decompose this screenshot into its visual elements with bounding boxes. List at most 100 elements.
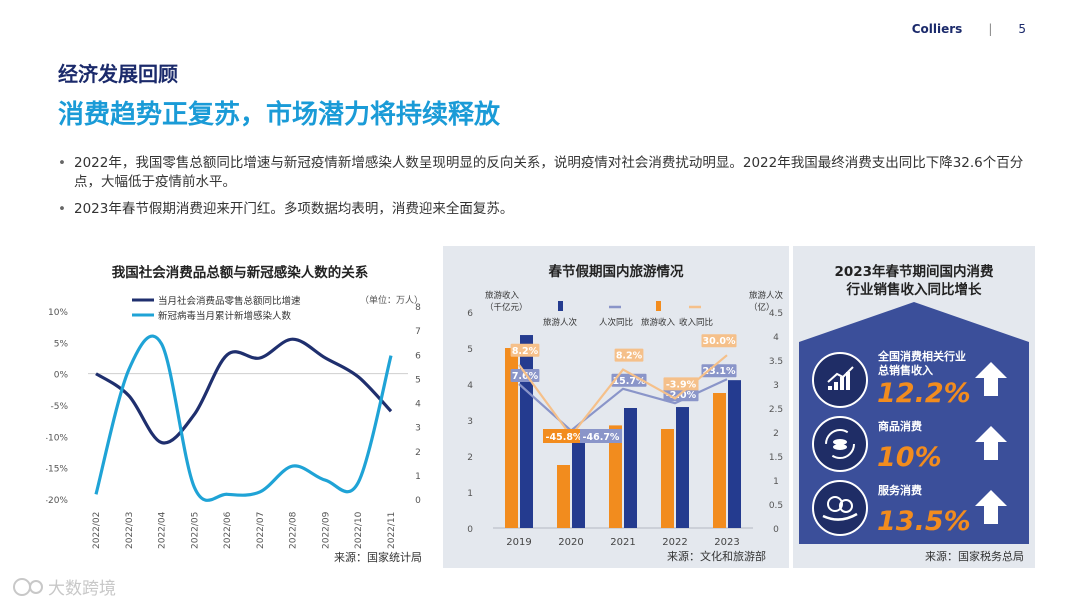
header-separator: | (988, 22, 993, 36)
chart2-bar-visits (520, 335, 533, 528)
icon-ring (825, 429, 855, 459)
chart2-left-axis-label: 旅游收入 (485, 290, 520, 301)
chart1-legend-label: 新冠病毒当月累计新增感染人数 (158, 310, 292, 322)
chart2-right-tick: 2.5 (769, 405, 783, 415)
brand-logo: Colliers (911, 22, 963, 36)
chart2-left-tick: 0 (467, 525, 473, 535)
icon-coin (839, 499, 853, 513)
chart3-item-value: 12.2% (877, 378, 971, 409)
chart3-title-line2: 行业销售收入同比增长 (846, 281, 982, 298)
chart2-data-label-bg (663, 377, 699, 391)
bullet-list: 2022年，我国零售总额同比增速与新冠疫情新增感染人数呈现明显的反向关系，说明疫… (56, 154, 1036, 227)
chart3-item-value: 13.5% (877, 506, 971, 537)
chart2-bar-visits (676, 407, 689, 528)
chart1-x-tick: 2022/06 (223, 511, 233, 549)
chart1-right-tick: 4 (415, 400, 421, 410)
chart2-right-axis-label: 旅游人次 (749, 290, 784, 301)
chart2-legend-swatch (656, 301, 661, 311)
chart1-svg: 10% 5% 0% -5% -10% -15% -20% 8 7 6 5 4 3 2 1 0 当月社会消费品零售… (46, 294, 423, 549)
chart1-x-tick: 2022/03 (125, 512, 135, 549)
chart2-bar-income (505, 348, 518, 528)
chart2-right-tick: 3 (773, 381, 779, 391)
chart2-bar-income (713, 393, 726, 528)
chart1-unit-note: （单位：万人） (360, 294, 423, 306)
bullet-item-2: 2023年春节假期消费迎来开门红。多项数据均表明，消费迎来全面复苏。 (56, 200, 1036, 219)
chart1-x-tick: 2022/10 (354, 511, 364, 549)
chart1-left-tick: 10% (48, 308, 68, 318)
chart3-item-label: 服务消费 (878, 483, 922, 497)
chart1-left-tick: 0% (54, 371, 69, 381)
chart2-data-label: 8.2% (512, 346, 539, 357)
growth-chart-icon (827, 366, 854, 390)
chart2-extra-label: -45.8% (546, 432, 583, 443)
chart1-x-tick: 2022/05 (190, 512, 200, 549)
watermark-logo-icon (13, 577, 43, 596)
chart1-legend-label: 当月社会消费品零售总额同比增速 (158, 295, 301, 307)
chart1-left-tick: 5% (54, 339, 69, 349)
chart2-legend-label: 旅游收入 (641, 317, 676, 328)
up-arrow-icon (975, 362, 1007, 396)
page-headline: 消费趋势正复苏，市场潜力将持续释放 (58, 100, 501, 130)
chart1-x-tick: 2022/09 (321, 511, 331, 549)
chart2-legend-swatch (558, 301, 563, 311)
chart2-x-tick: 2020 (558, 537, 583, 548)
icon-bar (828, 386, 832, 390)
chart2-extra-label-bg (543, 429, 585, 443)
chart2-svg: 65432104.543.532.521.510.50旅游收入（千亿元）旅游人次… (467, 290, 784, 548)
chart2-x-tick: 2019 (506, 537, 531, 548)
sales-growth-panel: 2023年春节期间国内消费 行业销售收入同比增长 全国消费相关行业 总销售收入 12.2… (793, 246, 1035, 568)
chart2-right-tick: 1.5 (769, 453, 783, 463)
chart2-data-label: -3.9% (666, 379, 697, 390)
chart2-right-tick: 3.5 (769, 357, 783, 367)
chart1-right-tick: 5 (415, 375, 421, 385)
page-number: 5 (1018, 22, 1026, 36)
chart1-x-tick: 2022/11 (387, 512, 397, 549)
icon-coin (833, 439, 847, 445)
chart2-right-tick: 4 (773, 333, 779, 343)
chart1-source: 来源：国家统计局 (334, 551, 422, 564)
chart2-left-tick: 5 (467, 345, 473, 355)
chart2-x-tick: 2022 (662, 537, 687, 548)
chart3-item-value: 10% (877, 442, 942, 473)
chart1-x-tick: 2022/02 (92, 512, 102, 549)
chart1-right-tick: 8 (415, 303, 421, 313)
chart2-data-label: -2.0% (666, 390, 697, 401)
chart2-right-tick: 0 (773, 525, 779, 535)
chart1-right-tick: 6 (415, 351, 421, 361)
chart2-data-label-bg (614, 348, 644, 362)
up-arrow-icon (975, 490, 1007, 524)
chart2-left-axis-label: （千亿元） (485, 302, 528, 313)
chart2-data-label: 30.0% (703, 336, 736, 347)
chart3-item-label: 全国消费相关行业 (877, 349, 966, 363)
chart2-source: 来源：文化和旅游部 (667, 550, 766, 563)
chart1-x-tick: 2022/08 (289, 511, 299, 549)
chart1-left-tick: -15% (46, 465, 68, 475)
chart2-data-label-bg (510, 369, 540, 382)
chart2-left-tick: 3 (467, 417, 473, 427)
chart1-right-tick: 3 (415, 424, 421, 434)
chart3-svg: 2023年春节期间国内消费行业销售收入同比增长全国消费相关行业总销售收入12.2… (799, 263, 1029, 544)
chart2-data-label: 15.7% (613, 376, 646, 387)
chart2-right-axis-label: （亿） (749, 302, 775, 313)
chart1-left-tick: -20% (46, 496, 68, 506)
icon-bar (834, 382, 838, 390)
chart2-title: 春节假期国内旅游情况 (548, 264, 684, 280)
chart2-legend-label: 旅游人次 (543, 317, 578, 328)
chart2-legend-label: 人次同比 (599, 317, 633, 328)
chart2-left-tick: 6 (467, 309, 473, 319)
chart2-bar-visits (624, 408, 637, 528)
chart2-data-label-bg (510, 343, 540, 357)
coins-hand-icon (822, 496, 858, 521)
top-bar: Colliers | 5 (912, 22, 1026, 36)
chart2-bar-visits (572, 434, 585, 528)
chart2-x-tick: 2023 (714, 537, 739, 548)
section-title: 经济发展回顾 (58, 62, 178, 86)
icon-hand (822, 512, 858, 521)
chart3-title-line1: 2023年春节期间国内消费 (834, 263, 994, 280)
chart2-bar-visits (728, 380, 741, 528)
icon-coin (827, 496, 843, 512)
chart2-left-tick: 1 (467, 489, 473, 499)
icon-coin (833, 444, 847, 450)
chart1-right-tick: 2 (415, 448, 421, 458)
chart2-data-label: 23.1% (703, 366, 736, 377)
